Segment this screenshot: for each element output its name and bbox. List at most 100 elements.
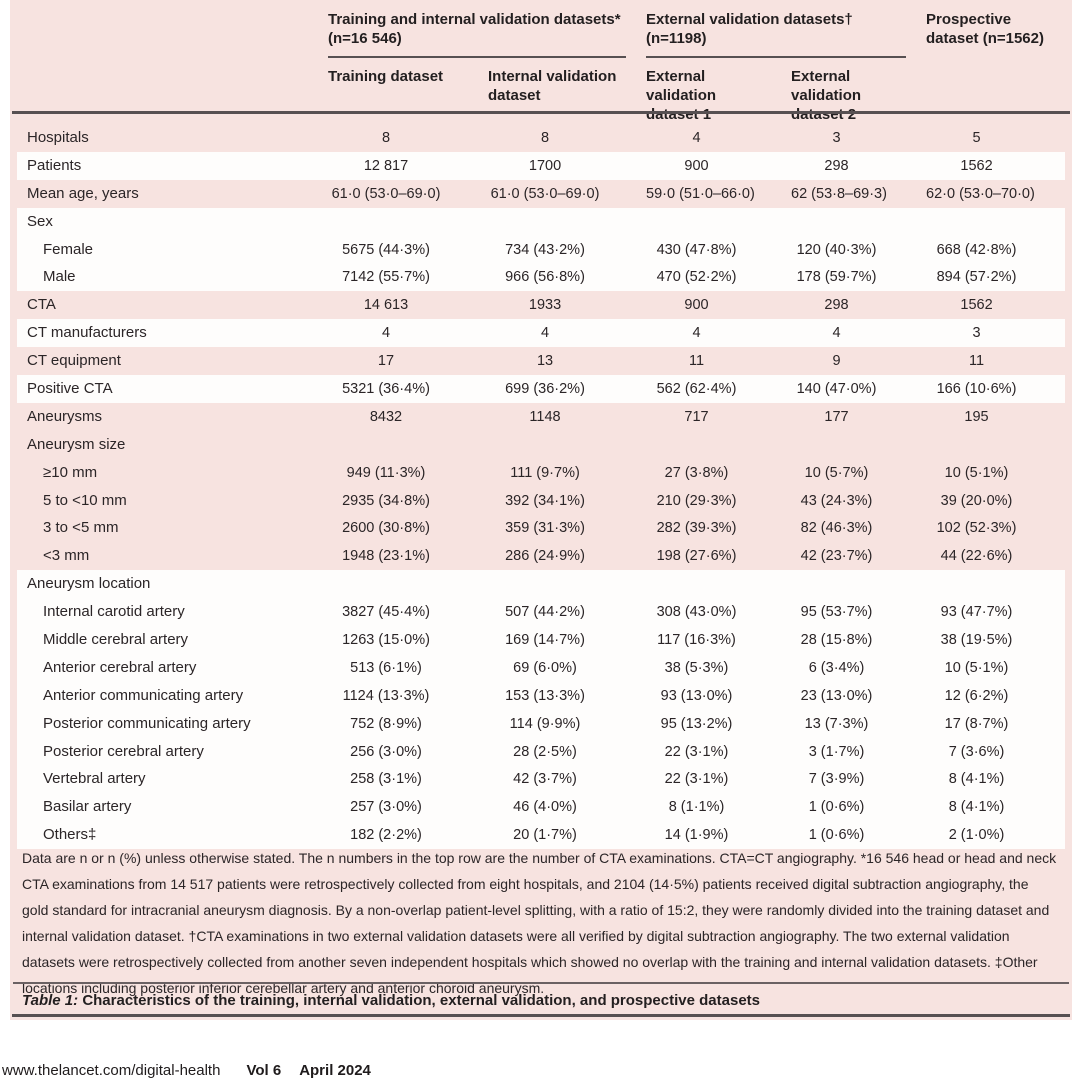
table-row: CT manufacturers 4 4 4 4 3	[17, 319, 1066, 348]
cell-value: 8	[540, 129, 550, 146]
cell-value: 22 (3·1%)	[664, 743, 729, 760]
corner-cell	[17, 0, 322, 58]
cell-value: 28 (15·8%)	[800, 631, 873, 648]
table1: Training and internal validation dataset…	[17, 0, 1066, 850]
cell-value: 140 (47·0%)	[796, 380, 877, 397]
cell-value: 752 (8·9%)	[350, 715, 422, 732]
cell-value: 4	[381, 325, 391, 342]
cell-value: 1148	[529, 408, 561, 425]
cell-value: 4	[832, 325, 841, 342]
table-row: Positive CTA 5321 (36·4%) 699 (36·2%) 562 (…	[17, 375, 1066, 403]
cell-value: 42 (23·7%)	[800, 548, 873, 565]
table-row: ≥10 mm 949 (11·3%) 111 (9·7%) 27 (3·8%) 10 (…	[17, 459, 1065, 487]
table-row: Female 5675 (44·3%) 734 (43·2%) 430 (47·8%)…	[17, 235, 1066, 264]
cell-value: 93 (13·0%)	[660, 687, 733, 704]
cell-value: 1948 (23·1%)	[342, 548, 430, 565]
row-label: CT manufacturers	[27, 324, 147, 342]
cell-value: 169 (14·7%)	[505, 631, 585, 648]
cell-value: 95 (13·2%)	[660, 715, 733, 732]
column-header-training: Training dataset	[328, 68, 444, 85]
table-row: Posterior cerebral artery 256 (3·0%) 28 (2…	[17, 737, 1066, 766]
journal-url: www.thelancet.com/digital-health	[2, 1062, 221, 1079]
table-row: Hospitals 8 8 4 3 5	[17, 124, 1065, 152]
cell-value: 286 (24·9%)	[505, 548, 585, 565]
row-label: Sex	[27, 212, 53, 230]
row-label: ≥10 mm	[43, 463, 98, 481]
cell-value: 38 (19·5%)	[940, 631, 1013, 648]
table-row: CTA 14 613 1933 900 298 1562	[17, 291, 1065, 319]
cell-value: 61·0 (53·0–69·0)	[490, 185, 600, 202]
cell-value: 1562	[960, 297, 993, 314]
cell-value: 513 (6·1%)	[350, 659, 422, 676]
cell-value: 102 (52·3%)	[936, 520, 1017, 537]
row-label: Positive CTA	[27, 379, 113, 397]
row-label: Aneurysm size	[27, 435, 126, 453]
table-row: Patients 12 817 1700 900 298 1562	[17, 151, 1066, 180]
cell-value: 734 (43·2%)	[505, 241, 585, 258]
group-header-row: Aneurysm location	[17, 570, 1066, 599]
cell-value: 507 (44·2%)	[505, 604, 585, 621]
cell-value: 5675 (44·3%)	[342, 241, 430, 258]
table-row: Anterior cerebral artery 513 (6·1%) 69 (6·…	[17, 653, 1066, 682]
cell-value: 470 (52·2%)	[656, 269, 737, 286]
cell-value: 114 (9·9%)	[509, 715, 581, 732]
cell-value: 392 (34·1%)	[505, 492, 585, 509]
row-label: Anterior communicating artery	[43, 686, 244, 704]
cell-value: 13 (7·3%)	[804, 715, 869, 732]
cell-value: 8 (4·1%)	[948, 799, 1005, 816]
cell-value: 69 (6·0%)	[513, 659, 577, 676]
cell-value: 717	[684, 408, 709, 425]
spanner-external: External validation datasets† (n=1198)	[640, 0, 920, 58]
cell-value: 62·0 (53·0–70·0)	[926, 185, 1035, 202]
cell-value: 111 (9·7%)	[510, 464, 580, 481]
cell-value: 4	[692, 325, 701, 342]
row-label: Posterior communicating artery	[43, 714, 251, 732]
cell-value: 17 (8·7%)	[944, 715, 1009, 732]
table-row: Others‡ 182 (2·2%) 20 (1·7%) 14 (1·9%) 1 (0·…	[17, 821, 1066, 850]
table-row: Mean age, years 61·0 (53·0–69·0) 61·0 (53·…	[17, 180, 1065, 208]
spanner-training-title: Training and internal validation dataset…	[328, 11, 621, 28]
cell-value: 562 (62·4%)	[656, 380, 737, 397]
cell-value: 900	[684, 297, 709, 314]
cell-value: 12 (6·2%)	[944, 687, 1009, 704]
cell-value: 166 (10·6%)	[936, 380, 1017, 397]
cell-value: 95 (53·7%)	[800, 604, 873, 621]
table-body: Hospitals 8 8 4 3 5 Patients 12 817 1700 900 298 15…	[17, 124, 1066, 850]
spanner-header-row: Training and internal validation dataset…	[17, 0, 1065, 58]
cell-value: 117 (16·3%)	[657, 631, 736, 648]
cell-value: 8	[381, 129, 391, 146]
row-label: Hospitals	[27, 128, 89, 146]
table-row: CT equipment 17 13 11 9 11	[17, 347, 1065, 375]
table-row: <3 mm 1948 (23·1%) 286 (24·9%) 198 (27·6%) 4…	[17, 542, 1065, 570]
cell-value: 23 (13·0%)	[800, 687, 873, 704]
table-header: Training and internal validation dataset…	[17, 0, 1065, 124]
cell-value: 5	[972, 129, 981, 146]
cell-value: 44 (22·6%)	[940, 548, 1013, 565]
cell-value: 46 (4·0%)	[513, 799, 577, 816]
cell-value: 2600 (30·8%)	[342, 520, 430, 537]
cell-value: 14 (1·9%)	[664, 827, 729, 844]
table1-panel: Training and internal validation dataset…	[10, 0, 1072, 1020]
cell-value: 42 (3·7%)	[513, 771, 577, 788]
cell-value: 10 (5·1%)	[944, 659, 1009, 676]
cell-value: 1562	[960, 157, 993, 174]
cell-value: 182 (2·2%)	[350, 827, 422, 844]
cell-value: 1700	[528, 157, 562, 174]
row-label: Posterior cerebral artery	[43, 742, 204, 760]
cell-value: 6 (3·4%)	[808, 659, 865, 676]
row-label: CTA	[27, 296, 56, 314]
cell-value: 256 (3·0%)	[350, 743, 422, 760]
cell-value: 668 (42·8%)	[936, 241, 1017, 258]
cell-value: 257 (3·0%)	[350, 799, 422, 816]
table-row: Aneurysms 8432 1148 717 177 195	[17, 403, 1065, 431]
row-label: Anterior cerebral artery	[43, 658, 197, 676]
cell-value: 3	[972, 325, 981, 342]
cell-value: 258 (3·1%)	[350, 771, 422, 788]
cell-value: 7142 (55·7%)	[342, 269, 430, 286]
cell-value: 38 (5·3%)	[664, 659, 729, 676]
column-header-row: Training dataset Internal validation dat…	[17, 58, 1065, 124]
table-bottom-rule	[12, 1014, 1070, 1017]
cell-value: 27 (3·8%)	[664, 464, 729, 481]
row-label: 3 to <5 mm	[43, 519, 119, 537]
table-row: Anterior communicating artery 1124 (13·3%…	[17, 681, 1066, 710]
